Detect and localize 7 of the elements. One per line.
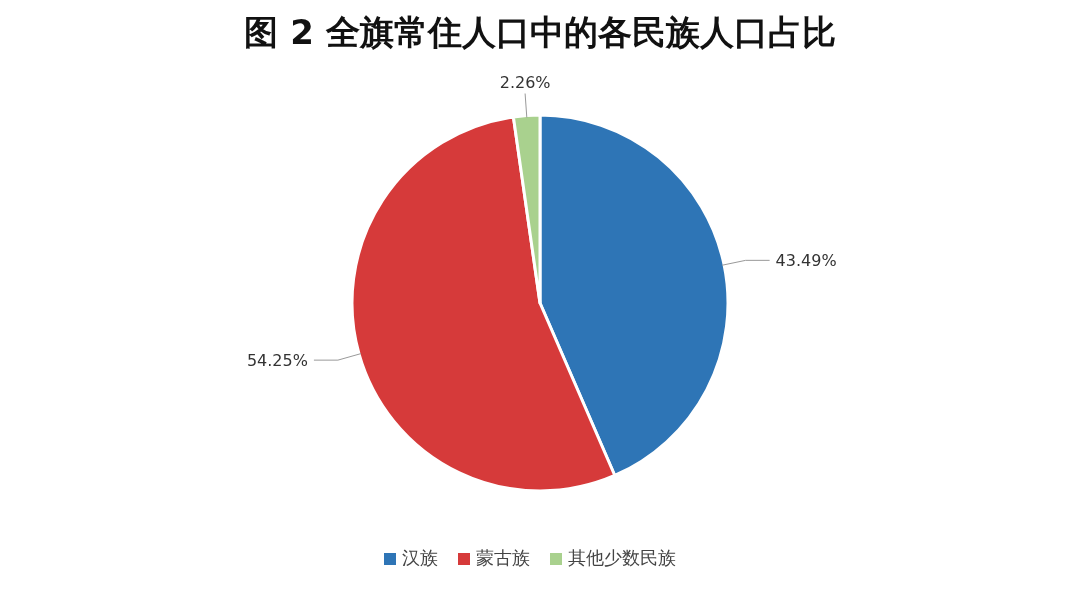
legend-label: 其他少数民族	[568, 547, 676, 568]
chart-title: 图 2 全旗常住人口中的各民族人口占比	[244, 12, 836, 52]
legend-label: 蒙古族	[476, 547, 530, 568]
data-label: 43.49%	[775, 251, 837, 271]
legend-label: 汉族	[402, 547, 438, 568]
data-label: 2.26%	[499, 72, 551, 92]
data-label: 54.25%	[246, 351, 308, 371]
